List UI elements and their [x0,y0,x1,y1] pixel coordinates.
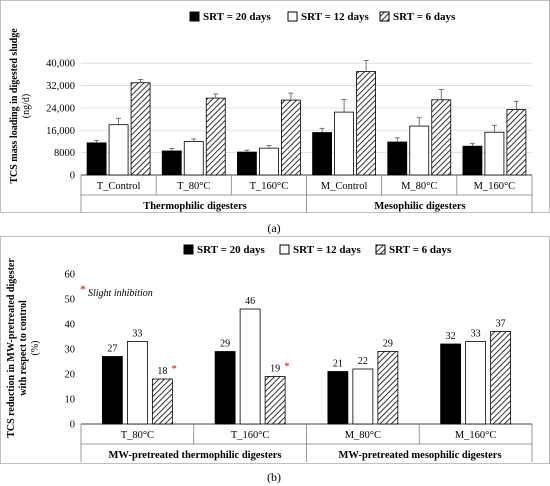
x-tick-label: T_80°C [177,181,210,192]
x-tick-label: T_80°C [121,430,154,441]
y-tick-label: 40 [65,320,76,331]
bar [327,371,349,425]
bar [205,97,226,176]
bar [377,351,399,425]
bar [465,341,487,425]
chart-a-ylabel-unit: (ng/d) [21,94,32,118]
data-label: 32 [446,331,456,342]
chart-a: SRT = 20 days SRT = 12 days SRT = 6 days… [0,0,550,213]
y-tick-label: 16,000 [46,126,75,137]
bar [356,71,376,176]
data-label: 19 [270,364,280,375]
y-tick-label: 40,000 [46,59,75,70]
panel-label-a: (a) [267,221,280,235]
x-tick-label: M_160°C [474,181,516,192]
bar [130,82,151,176]
chart-b: SRT = 20 days SRT = 12 days SRT = 6 days… [0,236,550,464]
legend-b-swatch-3 [375,244,386,255]
y-tick-label: 8000 [54,148,75,159]
y-tick-label: 0 [70,420,75,431]
annotation-marker: * [80,282,86,296]
bar [161,150,182,176]
bar [334,111,354,176]
bar [101,356,123,425]
bar [506,109,527,176]
bar [126,341,148,425]
legend-b-swatch-2 [279,244,290,255]
bar [409,125,430,176]
y-tick-label: 30 [65,345,76,356]
bar [462,145,483,176]
y-tick-label: 20 [65,370,76,381]
bar [281,99,301,176]
legend-a-swatch-2 [287,11,298,22]
data-label: 22 [358,356,368,367]
data-label: 33 [471,329,481,340]
y-tick-label: 50 [65,295,76,306]
bar [86,142,107,176]
bar [239,308,261,425]
bar [108,124,129,176]
data-label: 21 [333,359,343,370]
bar [214,351,236,425]
legend-a: SRT = 20 days SRT = 12 days SRT = 6 days [189,11,456,23]
bar [484,131,505,176]
chart-a-group-1: Thermophilic digesters [143,201,247,212]
legend-b-label-3: SRT = 6 days [389,244,452,256]
y-tick-label: 0 [70,171,75,182]
panel-label-b: (b) [267,470,281,484]
annotation-text: Slight inhibition [88,288,153,299]
x-tick-label: T_Control [97,181,141,192]
y-tick-label: 24,000 [46,103,75,114]
data-label: 33 [132,329,142,340]
bar [490,331,512,425]
data-label: 18 [157,366,167,377]
bar [264,376,286,425]
legend-a-label-2: SRT = 12 days [301,11,369,23]
data-label: 29 [383,339,393,350]
bar [352,368,374,425]
chart-a-group-2: Mesophilic digesters [374,201,465,212]
data-label: 37 [496,319,506,330]
bar [387,141,408,176]
inhibition-star: * [171,363,177,375]
data-label: 27 [107,344,117,355]
x-tick-label: T_160°C [231,430,270,441]
y-tick-label: 60 [65,270,76,281]
chart-b-ylabel-line-2: with respect to control [18,300,29,396]
bar [312,132,332,176]
bar [237,151,257,176]
chart-b-ylabel-line-3: (%) [30,341,41,356]
x-tick-label: M_80°C [345,430,381,441]
legend-b: SRT = 20 days SRT = 12 days SRT = 6 days [183,244,452,256]
inhibition-star: * [284,361,290,373]
bar [431,99,452,176]
chart-b-group-2: MW-pretreated mesophilic digesters [338,450,501,461]
x-tick-label: M_Control [321,181,368,192]
bar [151,378,173,425]
chart-b-ylabel-line-1: TCS reduction in MW-pretreated digester [6,258,17,438]
y-tick-label: 32,000 [46,81,75,92]
legend-a-label-3: SRT = 6 days [393,11,456,23]
chart-b-group-1: MW-pretreated thermophilic digesters [108,450,281,461]
legend-b-label-1: SRT = 20 days [197,244,265,256]
data-label: 46 [245,296,255,307]
x-tick-label: M_160°C [455,430,497,441]
x-tick-label: M_80°C [401,181,437,192]
y-tick-label: 10 [65,395,76,406]
legend-a-swatch-3 [379,11,390,22]
chart-a-ylabel: TCS mass loading in digested sludge [9,28,20,184]
legend-b-label-2: SRT = 12 days [293,244,361,256]
legend-b-swatch-1 [183,244,194,255]
x-tick-label: T_160°C [250,181,289,192]
legend-a-label-1: SRT = 20 days [203,11,271,23]
bar [259,147,279,176]
legend-a-swatch-1 [189,11,200,22]
bar [440,343,462,425]
data-label: 29 [220,339,230,350]
bar [183,141,204,176]
